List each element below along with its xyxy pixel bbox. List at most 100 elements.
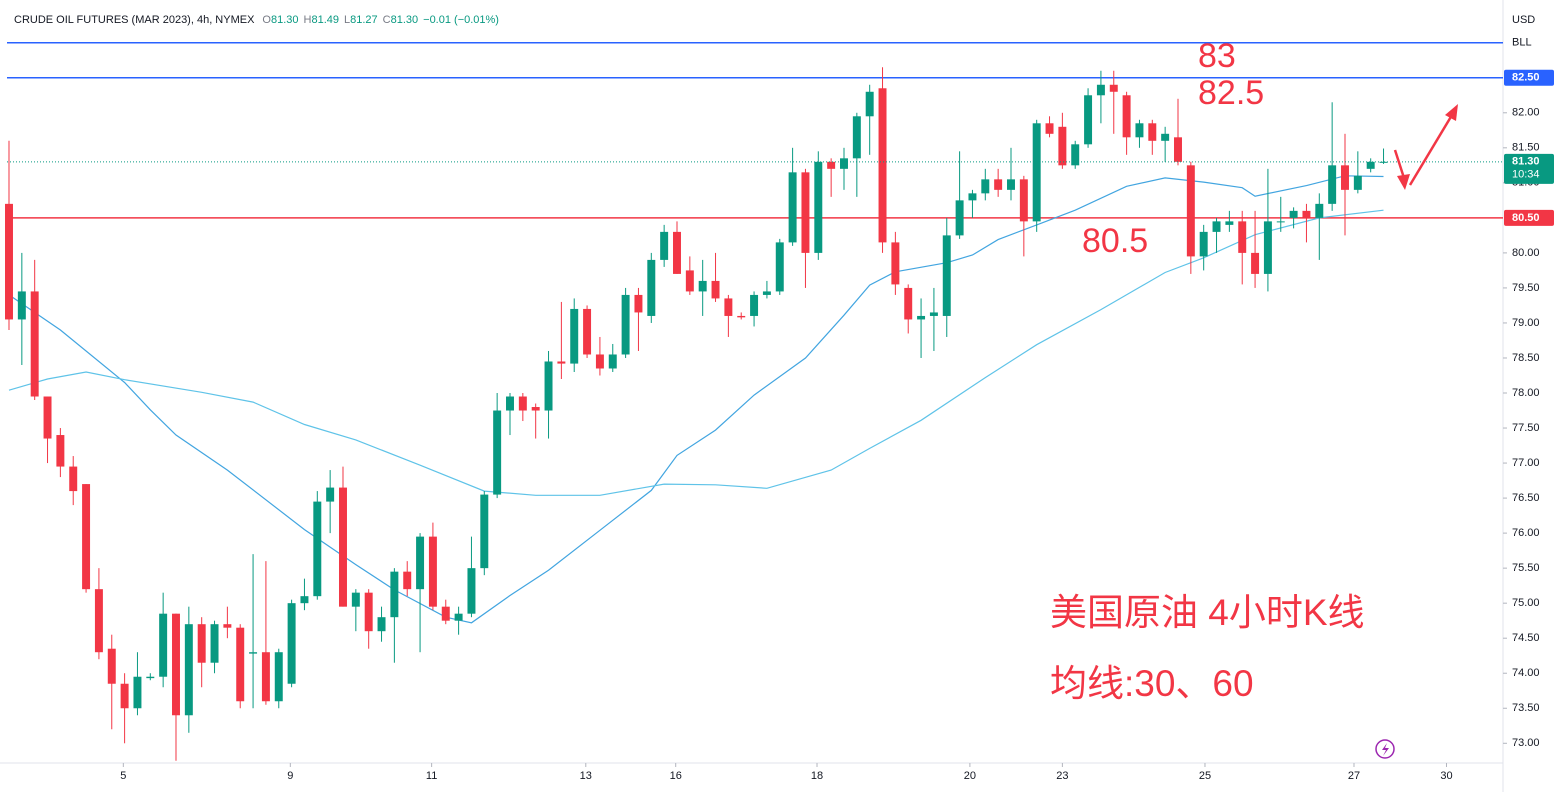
candle-body [506, 396, 514, 411]
candle-body [917, 315, 926, 320]
candle-body [1058, 126, 1067, 166]
x-tick-label: 25 [1199, 770, 1211, 782]
candle-body [454, 613, 463, 621]
y-tick-label: 78.50 [1512, 352, 1540, 364]
line-label: BLL [1512, 37, 1532, 49]
candle-body [1263, 221, 1272, 274]
candle-body [326, 487, 335, 502]
y-tick-label: 75.50 [1512, 562, 1540, 574]
last-price-box [1504, 153, 1554, 184]
candle-body [1366, 161, 1375, 169]
candle-body [1289, 210, 1298, 218]
candle-body [1174, 137, 1182, 162]
y-tick-label: 79.50 [1512, 282, 1540, 294]
candle-body [583, 308, 592, 355]
candle-body [968, 193, 977, 201]
candle-body [557, 361, 566, 364]
legend-label: L [344, 14, 350, 26]
candle-body [852, 116, 861, 159]
candle-body [403, 571, 412, 590]
candle-body [1302, 210, 1311, 218]
candle-body [172, 613, 180, 716]
symbol-title: CRUDE OIL FUTURES (MAR 2023), 4h, NYMEX [14, 14, 255, 26]
x-tick-label: 13 [580, 770, 592, 782]
x-tick-label: 20 [964, 770, 976, 782]
legend-value: 81.30 [271, 14, 299, 26]
lightning-icon[interactable] [1375, 739, 1395, 759]
countdown-label: 10:34 [1512, 169, 1540, 181]
price-label-box [1504, 209, 1554, 226]
x-tick-label: 27 [1348, 770, 1360, 782]
candle-body [698, 280, 707, 292]
candle-body [750, 294, 759, 316]
candle-body [840, 158, 848, 169]
candle-body [544, 361, 553, 411]
candle-body [1032, 123, 1041, 222]
candle-body [1135, 123, 1144, 138]
candle-body [621, 294, 630, 355]
candle-body [351, 592, 360, 607]
candle-body [82, 484, 91, 590]
annotation: 均线:30、60 [1050, 663, 1254, 704]
x-tick-label: 9 [287, 770, 293, 782]
x-tick-label: 5 [120, 770, 126, 782]
annotation: 美国原油 4小时K线 [1050, 592, 1365, 633]
price-label-box [1504, 69, 1554, 86]
legend-label: H [304, 14, 312, 26]
y-tick-label: 74.50 [1512, 632, 1540, 644]
y-tick-label: 78.00 [1512, 387, 1540, 399]
candle-body [493, 410, 502, 495]
arrow [1393, 149, 1406, 179]
candle-body [339, 487, 347, 607]
candle-body [236, 627, 245, 702]
candle-body [94, 589, 103, 653]
candle-body [1276, 221, 1285, 223]
candle-body [981, 179, 990, 194]
last-price-label: 81.30 [1512, 156, 1540, 168]
y-tick-label: 76.00 [1512, 527, 1540, 539]
candle-body [660, 231, 669, 260]
plot [5, 41, 1507, 767]
candle-body [737, 315, 746, 318]
x-tick-label: 11 [426, 770, 437, 782]
candle-body [1315, 203, 1324, 218]
candle-body [146, 676, 155, 679]
candle-body [865, 91, 874, 117]
candle-body [377, 617, 386, 632]
candle-body [43, 396, 52, 439]
candle-body [608, 354, 617, 369]
candle-body [762, 291, 771, 295]
price-label: 80.50 [1512, 212, 1540, 224]
candle-body [595, 354, 604, 369]
candle-body [1045, 123, 1054, 134]
candle-body [685, 270, 694, 292]
candle-body [390, 571, 399, 618]
candle-body [364, 592, 373, 632]
candle-body [570, 308, 579, 364]
candle-body [1019, 179, 1028, 222]
candle-body [223, 624, 232, 628]
candle-body [159, 613, 168, 677]
price-label: 82.50 [1512, 72, 1540, 84]
candle-body [428, 536, 437, 607]
candle-body [891, 242, 900, 285]
candle-body [634, 294, 643, 313]
annotation: 80.5 [1082, 222, 1148, 260]
x-tick-label: 16 [670, 770, 682, 782]
candle-body [17, 291, 26, 320]
candle-body [467, 568, 476, 614]
candle-body [788, 172, 797, 243]
candle-body [287, 603, 296, 684]
arrow-head [1445, 104, 1458, 121]
legend-value: 81.49 [311, 14, 339, 26]
arrow-head [1397, 174, 1410, 190]
candle-body [261, 652, 270, 702]
legend: CRUDE OIL FUTURES (MAR 2023), 4h, NYMEX … [14, 14, 499, 26]
candle-body [1379, 161, 1388, 163]
candle-body [1225, 221, 1234, 225]
candle-body [184, 624, 193, 716]
candle-body [107, 648, 116, 684]
candle-body [1238, 221, 1247, 253]
candle-body [1148, 123, 1157, 141]
currency-label: USD [1512, 14, 1535, 26]
